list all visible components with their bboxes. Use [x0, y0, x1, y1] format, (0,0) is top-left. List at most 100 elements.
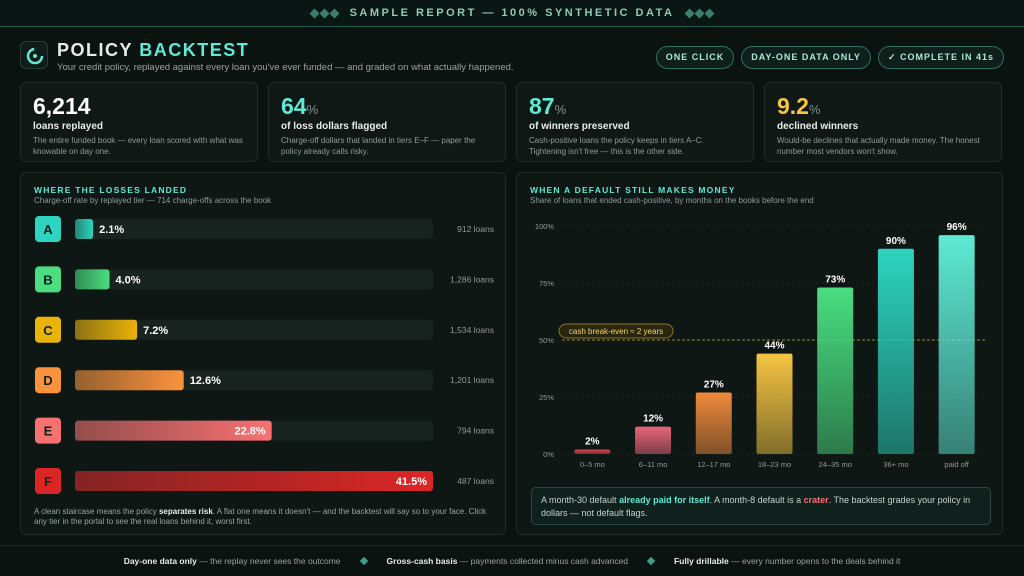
- loan-count: 1,201 loans: [450, 375, 494, 385]
- page-subtitle: Your credit policy, replayed against eve…: [57, 62, 514, 73]
- loan-count: 487 loans: [457, 476, 494, 486]
- kpi-description: Charge-off dollars that landed in tiers …: [281, 136, 476, 156]
- value-label: 27%: [704, 379, 724, 390]
- callout-emphasis: already paid for itself: [619, 495, 710, 505]
- reference-pill: [558, 323, 674, 339]
- loan-count: 1,534 loans: [450, 325, 494, 335]
- chart-title: WHERE THE LOSSES LANDED: [34, 185, 188, 195]
- kpi-card: 87% of winners preserved Cash-positive loa…: [516, 82, 754, 162]
- reference-label: cash break-even ≈ 2 years: [569, 327, 663, 336]
- value-label: 7.2%: [143, 325, 168, 337]
- kpi-value-row: 87%: [529, 93, 741, 120]
- footer-item: Gross-cash basis — payments collected mi…: [387, 556, 628, 566]
- callout-emphasis: crater: [803, 495, 829, 505]
- kpi-unit: %: [808, 102, 821, 117]
- tier-label: B: [43, 272, 52, 287]
- panel: WHERE THE LOSSES LANDED Charge-off rate …: [20, 172, 506, 535]
- kpi-value-row: 6,214: [33, 93, 245, 120]
- note-text: A clean staircase means the policy: [34, 507, 159, 516]
- kpi-label: loans replayed: [33, 121, 104, 132]
- kpi-unit: %: [306, 102, 319, 117]
- value-label: 2%: [585, 436, 600, 447]
- badge: ✓ COMPLETE IN 41s: [877, 46, 1004, 69]
- x-tick-label: 6–11 mo: [639, 460, 668, 469]
- kpi-card: 64% of loss dollars flagged Charge-off dol…: [268, 82, 506, 162]
- loan-count: 912 loans: [457, 224, 494, 234]
- kpi-description: Cash-positive loans the policy keeps in …: [529, 136, 704, 156]
- logo: [20, 41, 48, 69]
- tier-label: F: [44, 474, 52, 489]
- tier-label: C: [43, 323, 53, 338]
- chart-subtitle: Share of loans that ended cash-positive,…: [530, 196, 814, 205]
- tier-badge: [35, 417, 61, 444]
- y-tick-label: 100%: [535, 222, 555, 231]
- callout-text: . The backtest grades your policy in dol…: [541, 495, 971, 519]
- tier-badge: [35, 216, 61, 242]
- bar: [75, 420, 272, 441]
- badge: DAY-ONE DATA ONLY: [741, 46, 871, 69]
- x-tick-label: 18–23 mo: [758, 460, 791, 469]
- callout-text: . A month-8 default is a: [709, 495, 804, 505]
- y-tick-label: 50%: [539, 336, 554, 345]
- kpi-card: 6,214 loans replayed The entire funded boo…: [20, 82, 258, 162]
- kpi-description: Would-be declines that actually made mon…: [777, 136, 980, 156]
- title-part: POLICY: [57, 40, 133, 60]
- callout: A month-30 default already paid for itse…: [531, 487, 991, 525]
- value-label: 12.6%: [190, 375, 221, 387]
- y-tick-label: 0%: [543, 450, 554, 459]
- y-tick-label: 75%: [539, 279, 554, 288]
- chart: A 2.1% 912 loans B 4.0% 1,286 loans C 7.2% 1,534…: [35, 216, 494, 494]
- tier-label: E: [44, 424, 53, 439]
- panel: WHEN A DEFAULT STILL MAKES MONEY Share o…: [516, 172, 1003, 535]
- bar-track: [75, 269, 433, 290]
- tier-badge: [35, 316, 61, 343]
- kpi-value: 6,214: [33, 93, 91, 119]
- value-label: 90%: [886, 236, 906, 247]
- value-label: 73%: [825, 275, 845, 286]
- y-tick-label: 25%: [539, 393, 554, 402]
- bar: [635, 426, 672, 454]
- bar: [756, 353, 793, 454]
- footer-emphasis: Fully drillable: [673, 556, 729, 566]
- note-text: . A flat one means it doesn't — and the …: [34, 507, 486, 527]
- footer-text: — every number opens to the deals behind…: [728, 556, 901, 566]
- kpi-label: declined winners: [777, 121, 859, 132]
- tier-label: D: [43, 373, 52, 388]
- bar: [75, 471, 433, 491]
- value-label: 4.0%: [116, 274, 141, 286]
- note-emphasis: separates risk: [158, 507, 213, 516]
- decoration: [309, 8, 340, 18]
- tier-label: A: [43, 222, 53, 237]
- bar: [574, 449, 611, 454]
- bar: [938, 235, 975, 454]
- callout-text: A month-30 default: [541, 495, 620, 505]
- page-title: POLICY BACKTEST: [57, 40, 249, 61]
- bar: [75, 219, 94, 239]
- kpi-value: 64: [281, 93, 307, 119]
- banner: SAMPLE REPORT — 100% SYNTHETIC DATA: [0, 0, 1024, 27]
- loan-count: 1,286 loans: [450, 274, 494, 284]
- x-tick-label: 0–5 mo: [580, 460, 605, 469]
- bar: [877, 248, 914, 454]
- decoration: [684, 8, 715, 18]
- loan-count: 794 loans: [457, 426, 494, 436]
- value-label: 41.5%: [396, 476, 427, 488]
- kpi-value-row: 9.2%: [777, 93, 989, 120]
- kpi-label: of loss dollars flagged: [281, 121, 388, 132]
- bar: [75, 370, 184, 391]
- value-label: 44%: [764, 341, 784, 352]
- footer-text: — payments collected minus cash advanced: [457, 556, 628, 566]
- banner-text: SAMPLE REPORT — 100% SYNTHETIC DATA: [349, 7, 675, 19]
- chart-title: WHEN A DEFAULT STILL MAKES MONEY: [530, 185, 736, 195]
- kpi-card: 9.2% declined winners Would-be declines th…: [764, 82, 1002, 162]
- kpi-value: 9.2: [777, 93, 809, 119]
- footer-text: — the replay never sees the outcome: [196, 556, 341, 566]
- bar: [817, 287, 854, 454]
- bar: [75, 269, 110, 290]
- value-label: 22.8%: [234, 426, 265, 438]
- kpi-value-row: 64%: [281, 93, 493, 120]
- bar-track: [75, 219, 433, 239]
- x-tick-label: paid off: [944, 460, 969, 469]
